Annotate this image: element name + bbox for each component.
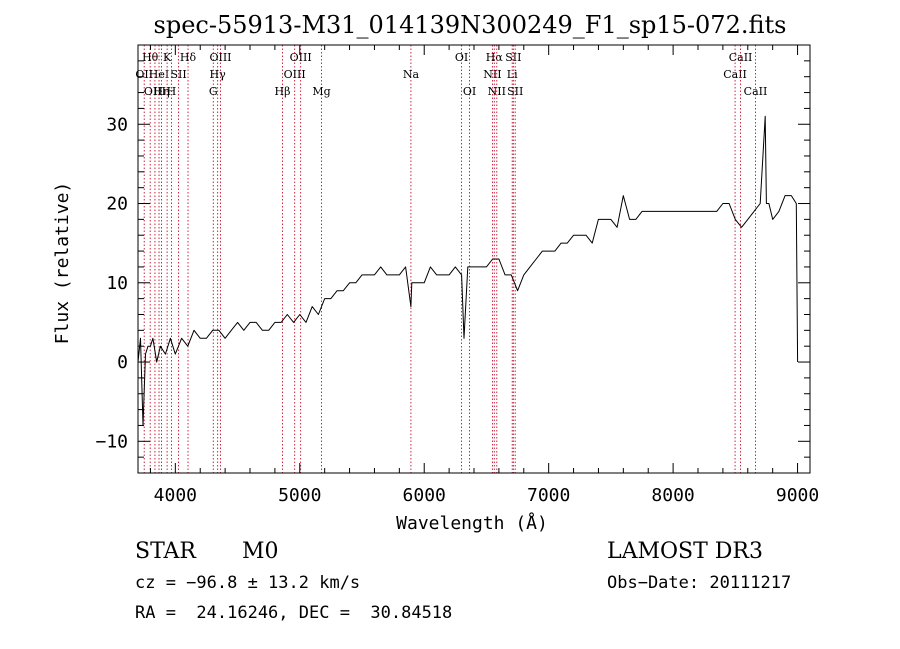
line-label: K: [163, 51, 172, 64]
x-tick-label: 8000: [651, 485, 694, 506]
x-tick-label: 6000: [403, 485, 446, 506]
y-tick-label: 0: [117, 352, 128, 373]
line-label: NII: [483, 68, 501, 81]
y-tick-label: 30: [106, 114, 128, 135]
y-tick-label: 10: [106, 273, 128, 294]
line-label: Hη: [153, 85, 169, 98]
line-label: OIII: [209, 51, 231, 64]
survey-name: LAMOST DR3: [607, 539, 763, 564]
y-axis-label: Flux (relative): [52, 182, 73, 345]
line-label: Hα: [486, 51, 504, 64]
line-label: SII: [505, 51, 521, 64]
line-label: Mg: [312, 85, 330, 98]
line-label: OII: [135, 68, 153, 81]
plot-frame: [137, 44, 811, 474]
obs-date: Obs−Date: 20111217: [607, 573, 792, 593]
x-tick-label: 5000: [278, 485, 321, 506]
plot-area: OII Hθ OIII HeI Hη K H SII Hδ G Hγ OIII Hβ OIII OIII Mg…: [95, 44, 819, 506]
line-label: CaII: [744, 85, 768, 98]
subclass: M0: [242, 539, 279, 564]
line-label: CaII: [723, 68, 747, 81]
line-label: CaII: [729, 51, 753, 64]
line-label: OIII: [284, 68, 306, 81]
line-label: SII: [507, 85, 523, 98]
line-label: Hδ: [180, 51, 197, 64]
line-label: Li: [507, 68, 518, 81]
velocity-readout: cz = −96.8 ± 13.2 km/s: [135, 573, 361, 593]
line-label: OIII: [144, 85, 166, 98]
coordinates: RA = 24.16246, DEC = 30.84518: [135, 603, 453, 623]
line-label: Hθ: [142, 51, 159, 64]
object-class: STAR: [135, 539, 196, 564]
line-label: Hγ: [210, 68, 227, 81]
line-label: H: [167, 85, 177, 98]
line-label: NII: [488, 85, 506, 98]
line-label: G: [209, 85, 218, 98]
flux-series-line: [137, 115, 799, 426]
x-tick-label: 9000: [776, 485, 819, 506]
line-label: Hβ: [275, 85, 291, 98]
y-tick-label: 20: [106, 194, 128, 215]
line-label: Na: [403, 68, 420, 81]
chart-title: spec-55913-M31_014139N300249_F1_sp15-072…: [154, 11, 787, 39]
line-label: SII: [170, 68, 186, 81]
x-tick-label: 4000: [154, 485, 197, 506]
line-label: OIII: [290, 51, 312, 64]
line-label: OI: [463, 85, 476, 98]
line-label: OI: [455, 51, 468, 64]
x-axis-label: Wavelength (Å): [396, 512, 548, 534]
x-tick-label: 7000: [527, 485, 570, 506]
line-label: HeI: [149, 68, 169, 81]
y-tick-label: −10: [95, 431, 128, 452]
